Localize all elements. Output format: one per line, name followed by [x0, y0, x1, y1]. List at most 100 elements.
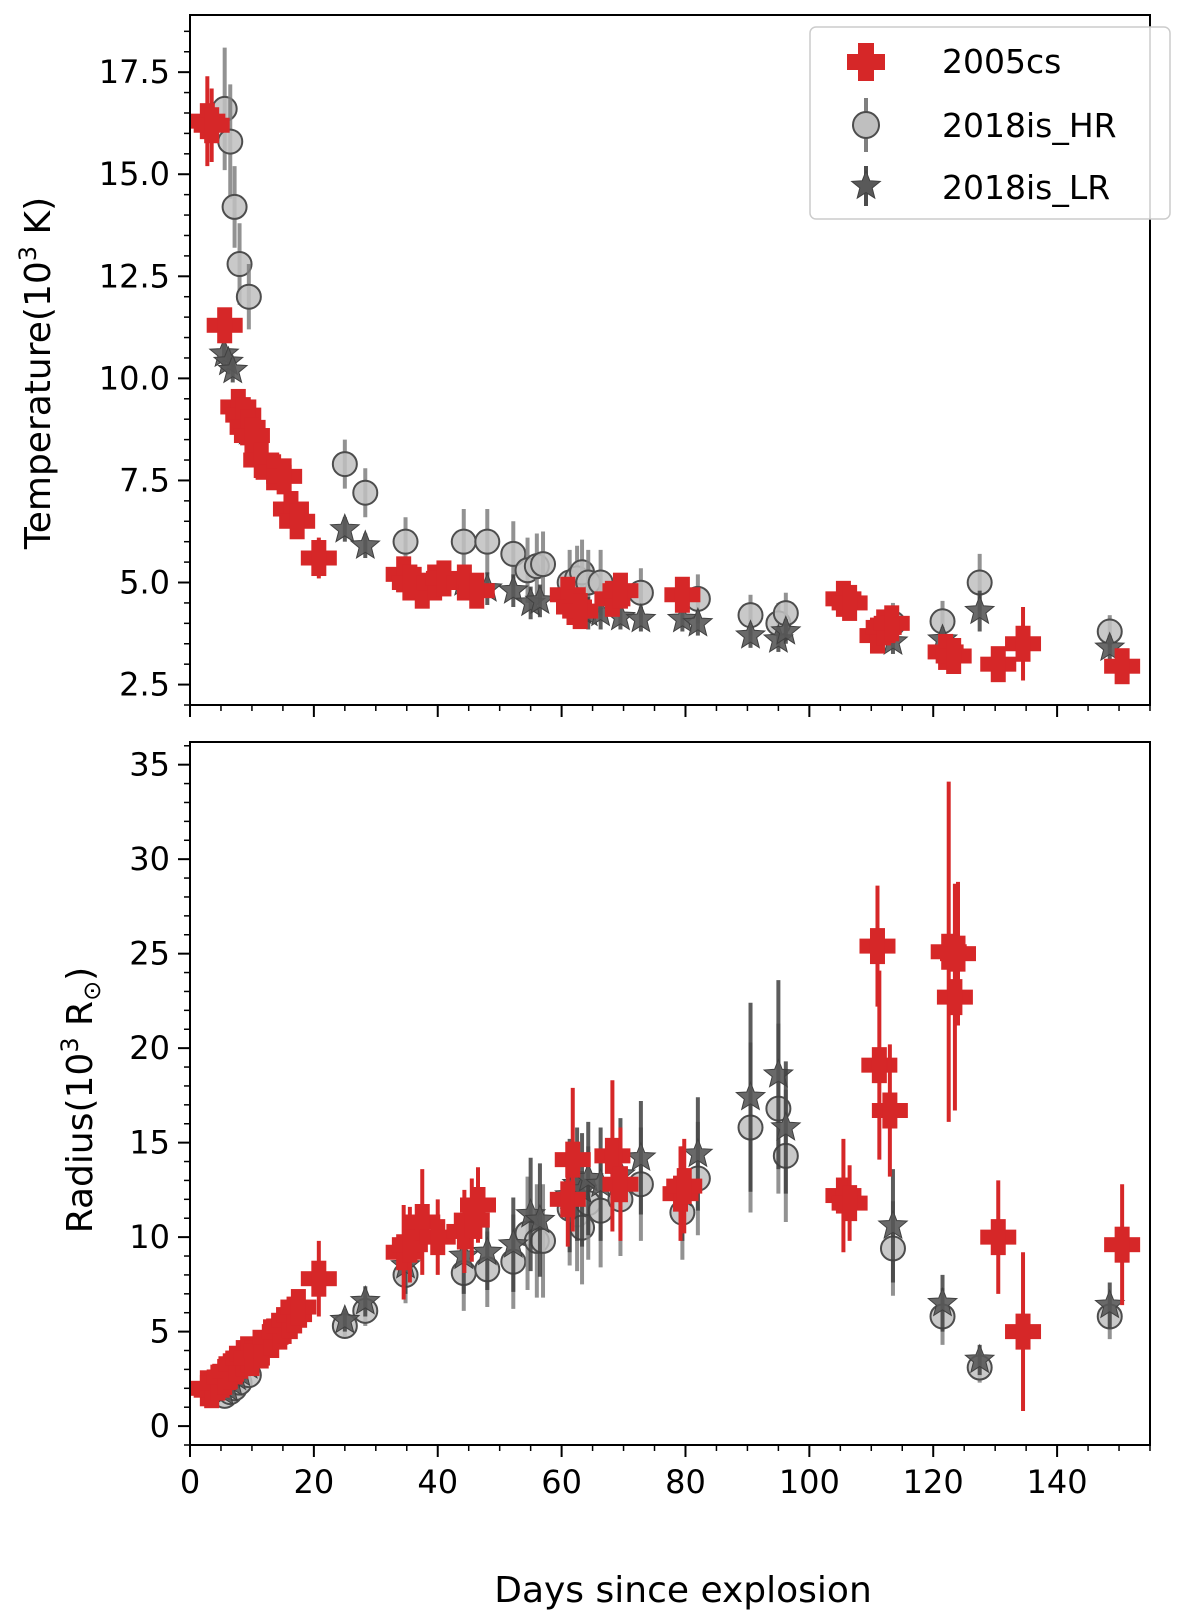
- legend-marker-2018is-hr: [852, 98, 880, 152]
- marker-circle: [474, 528, 501, 555]
- radius-y-tick-label: 0: [150, 1407, 170, 1445]
- marker-cross-v: [311, 540, 327, 577]
- data-point-2005cs: [460, 1167, 496, 1243]
- data-point-2005cs: [193, 88, 230, 162]
- data-point-2018is-lr: [497, 1197, 529, 1292]
- data-point-2005cs: [280, 1289, 317, 1326]
- data-point-2018is-lr: [625, 602, 657, 633]
- legend-item-2005cs: 2005cs: [847, 42, 1061, 81]
- x-tick-label: 80: [665, 1463, 706, 1501]
- temperature-y-tick-label: 12.5: [99, 257, 170, 295]
- temperature-y-tick-label: 2.5: [119, 666, 170, 704]
- marker-star: [964, 1343, 996, 1374]
- marker-cross-v: [289, 503, 305, 540]
- marker-circle: [500, 540, 527, 567]
- temperature-plot-frame: [189, 14, 1151, 706]
- x-tick-label: 40: [417, 1463, 458, 1501]
- marker-star: [735, 1080, 767, 1111]
- radius-ticks: 0 20 40 60 80 100 120 140 0 5 10 15 20 25 30 35: [129, 745, 1151, 1501]
- data-point-2005cs: [980, 1180, 1017, 1294]
- data-point-2005cs: [1005, 607, 1042, 681]
- marker-star: [329, 513, 361, 543]
- data-point-2018is-lr: [927, 1274, 959, 1332]
- data-point-2018is-hr: [474, 509, 501, 575]
- data-point-2005cs: [300, 1240, 337, 1317]
- marker-circle: [352, 479, 379, 506]
- marker-star: [471, 1235, 503, 1266]
- data-point-2018is-lr: [329, 1303, 361, 1334]
- data-point-2005cs: [664, 576, 701, 613]
- radius-panel: 0 20 40 60 80 100 120 140 0 5 10 15 20 25 30 35 Radius(…: [56, 741, 1151, 1611]
- data-point-2018is-hr: [331, 439, 358, 489]
- data-point-2005cs: [871, 1044, 908, 1177]
- data-point-2005cs: [206, 307, 243, 344]
- marker-star: [217, 353, 249, 384]
- marker-cross-v: [470, 1186, 486, 1223]
- data-point-2018is-lr: [1094, 631, 1126, 662]
- legend-item-2018is-lr: 2018is_LR: [850, 166, 1110, 207]
- legend-item-2018is-hr: 2018is_HR: [852, 98, 1117, 152]
- marker-cross-v: [950, 935, 966, 972]
- data-point-2018is-hr: [217, 84, 244, 199]
- data-point-2018is-lr: [497, 574, 529, 608]
- radius-y-tick-label: 25: [129, 935, 170, 973]
- x-tick-label: 120: [903, 1463, 964, 1501]
- data-point-2018is-lr: [770, 1061, 802, 1194]
- marker-cross-v: [290, 1289, 306, 1326]
- temperature-y-axis-label: Temperature(103 K): [14, 197, 59, 550]
- marker-cross-v: [1015, 1313, 1031, 1350]
- marker-cross-v: [990, 1219, 1006, 1256]
- data-point-2005cs: [666, 1138, 703, 1234]
- legend: 2005cs 2018is_HR 2018is_LR: [809, 26, 1171, 220]
- marker-cross-v: [676, 1168, 692, 1205]
- data-point-2005cs: [1104, 1184, 1141, 1306]
- x-tick-label: 0: [180, 1463, 200, 1501]
- data-point-2005cs: [831, 1165, 868, 1241]
- marker-cross-v: [1015, 625, 1031, 662]
- data-point-2005cs: [831, 584, 868, 621]
- legend-label-2005cs: 2005cs: [942, 42, 1061, 81]
- marker-circle: [530, 1227, 557, 1254]
- marker-cross-v: [276, 458, 292, 495]
- marker-circle: [530, 551, 557, 578]
- marker-star: [497, 1228, 529, 1258]
- data-point-2005cs: [1104, 648, 1141, 685]
- data-point-2018is-hr: [530, 531, 557, 597]
- x-axis-label: Days since explosion: [494, 1570, 872, 1611]
- marker-star: [735, 619, 767, 649]
- radius-plot-frame: [189, 741, 1151, 1446]
- marker-cross-v: [604, 1137, 620, 1174]
- marker-cross-v: [402, 1226, 418, 1263]
- data-point-2005cs: [300, 537, 337, 579]
- marker-cross-v: [469, 572, 485, 609]
- radius-y-tick-label: 10: [129, 1218, 170, 1256]
- marker-star: [877, 1209, 909, 1240]
- temperature-y-tick-label: 10.0: [99, 359, 170, 397]
- marker-star: [964, 594, 996, 625]
- marker-star: [682, 606, 714, 637]
- x-tick-label: 100: [779, 1463, 840, 1501]
- marker-star: [666, 602, 699, 633]
- marker-cross-v: [612, 1166, 628, 1203]
- marker-cross-v: [204, 107, 220, 144]
- marker-cross-v: [572, 593, 588, 630]
- temperature-y-tick-label: 17.5: [99, 53, 170, 91]
- data-point-2018is-lr: [524, 1163, 556, 1277]
- data-point-2005cs: [602, 1127, 639, 1241]
- marker-star: [329, 1303, 361, 1334]
- marker-cross-v: [882, 1092, 898, 1129]
- data-point-2005cs: [935, 638, 972, 675]
- marker-cross-v: [430, 1219, 446, 1256]
- data-point-2018is-lr: [329, 513, 361, 543]
- marker-circle: [217, 128, 244, 155]
- radius-data-points: [189, 781, 1141, 1411]
- data-point-2005cs: [266, 458, 303, 495]
- data-point-2018is-hr: [737, 594, 764, 636]
- temperature-panel: 2.5 5.0 7.5 10.0 12.5 15.0 17.5 Temperature(10…: [14, 14, 1171, 717]
- marker-cross-v: [842, 584, 858, 621]
- marker-cross-v: [946, 638, 962, 675]
- legend-label-2018is-lr: 2018is_LR: [942, 168, 1110, 207]
- marker-cross-v: [871, 1047, 887, 1084]
